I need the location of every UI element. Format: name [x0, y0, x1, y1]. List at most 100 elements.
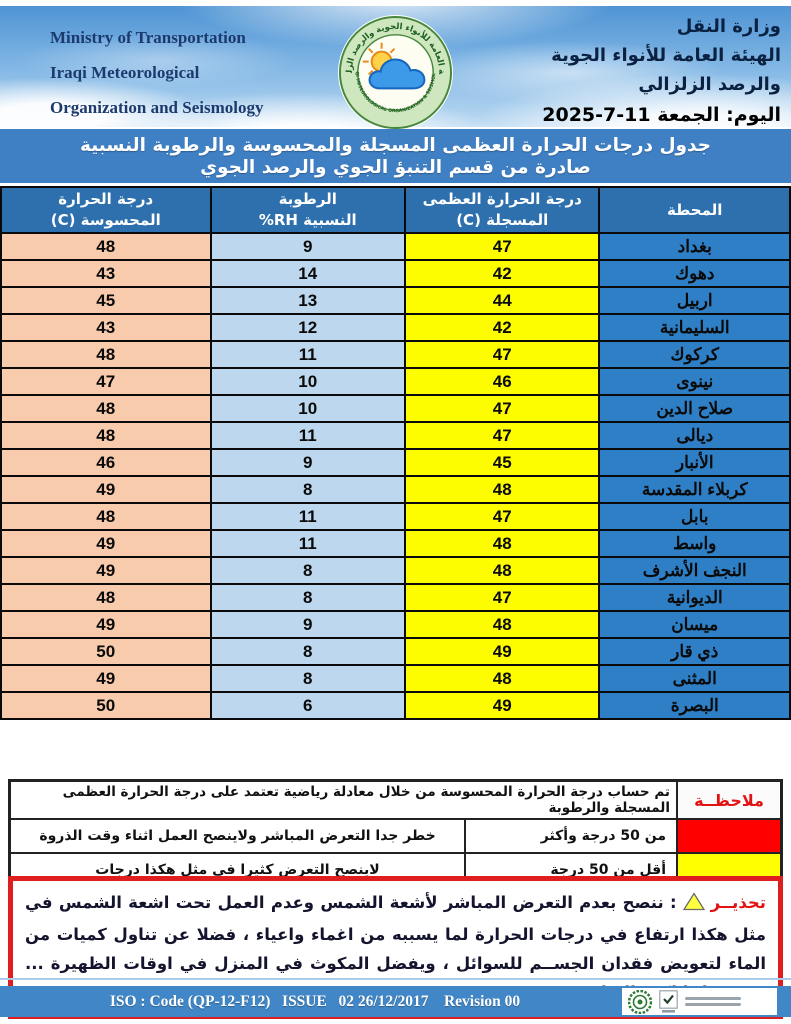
warning-label: تحذيــر — [710, 893, 766, 912]
felt-temp-cell: 45 — [0, 286, 212, 315]
recorded-temp-cell: 47 — [403, 502, 601, 531]
column-header-recorded-temp: درجة الحرارة العظمى المسجلة (C) — [403, 186, 601, 234]
humidity-cell: 13 — [209, 286, 406, 315]
station-cell: الأنبار — [598, 448, 791, 477]
table-row: ميسان 48 9 49 — [0, 610, 791, 639]
humidity-cell: 14 — [209, 259, 406, 288]
felt-temp-cell: 49 — [0, 475, 212, 504]
station-cell: ديالى — [598, 421, 791, 450]
table-row: المثنى 48 8 49 — [0, 664, 791, 693]
ministry-english-title: Ministry of Transportation Iraqi Meteoro… — [50, 20, 263, 125]
humidity-cell: 11 — [209, 529, 406, 558]
recorded-temp-cell: 49 — [403, 637, 601, 666]
humidity-cell: 9 — [209, 610, 406, 639]
humidity-cell: 11 — [209, 421, 406, 450]
felt-temp-cell: 48 — [0, 340, 212, 369]
date-label: اليوم: الجمعة — [657, 104, 781, 126]
report-date: اليوم: الجمعة 2025-7-11 — [538, 101, 781, 130]
felt-temp-cell: 43 — [0, 313, 212, 342]
date-value: 2025-7-11 — [542, 104, 651, 126]
station-cell: بغداد — [598, 232, 791, 261]
table-row: النجف الأشرف 48 8 49 — [0, 556, 791, 585]
certification-logo-badge — [659, 989, 678, 1013]
legend-description: خطر جدا التعرض المباشر ولاينصح العمل اثن… — [10, 819, 465, 853]
station-cell: السليمانية — [598, 313, 791, 342]
recorded-temp-cell: 48 — [403, 610, 601, 639]
warning-text: : ننصح بعدم التعرض المباشر لأشعة الشمس و… — [25, 893, 766, 1002]
certification-logos — [622, 988, 777, 1015]
station-cell: بابل — [598, 502, 791, 531]
station-cell: النجف الأشرف — [598, 556, 791, 585]
temperature-table: المحطة درجة الحرارة العظمى المسجلة (C) ا… — [0, 186, 791, 720]
column-header-station: المحطة — [598, 186, 791, 234]
table-row: واسط 48 11 49 — [0, 529, 791, 558]
felt-temp-cell: 48 — [0, 232, 212, 261]
note-label: ملاحظــة — [677, 781, 781, 819]
arabic-line-3: والرصد الزلزالي — [638, 74, 781, 95]
humidity-cell: 8 — [209, 664, 406, 693]
recorded-temp-cell: 47 — [403, 232, 601, 261]
station-cell: اربيل — [598, 286, 791, 315]
note-text: تم حساب درجة الحرارة المحسوسة من خلال مع… — [10, 781, 677, 819]
recorded-temp-cell: 44 — [403, 286, 601, 315]
recorded-temp-cell: 48 — [403, 664, 601, 693]
recorded-temp-cell: 48 — [403, 475, 601, 504]
table-row: الديوانية 47 8 48 — [0, 583, 791, 612]
column-header-humidity: الرطوبة النسبية RH% — [209, 186, 406, 234]
sky-header-banner: Ministry of Transportation Iraqi Meteoro… — [0, 5, 791, 131]
table-row: دهوك 42 14 43 — [0, 259, 791, 288]
footer-bar: ISO : Code (QP-12-F12) ISSUE 02 26/12/20… — [0, 986, 791, 1017]
felt-temp-cell: 43 — [0, 259, 212, 288]
felt-temp-cell: 50 — [0, 637, 212, 666]
humidity-cell: 10 — [209, 367, 406, 396]
table-row: كربلاء المقدسة 48 8 49 — [0, 475, 791, 504]
felt-temp-cell: 49 — [0, 556, 212, 585]
table-header-row: المحطة درجة الحرارة العظمى المسجلة (C) ا… — [0, 186, 791, 234]
station-cell: البصرة — [598, 691, 791, 720]
english-line-1: Ministry of Transportation — [50, 28, 246, 47]
felt-temp-cell: 49 — [0, 610, 212, 639]
recorded-temp-cell: 47 — [403, 394, 601, 423]
ministry-arabic-title: وزارة النقل الهيئة العامة للأنواء الجوية… — [538, 12, 781, 130]
fine-print-lines — [685, 997, 741, 1006]
iso-code-text: ISO : Code (QP-12-F12) ISSUE 02 26/12/20… — [109, 993, 521, 1010]
recorded-temp-cell: 45 — [403, 448, 601, 477]
station-cell: ذي قار — [598, 637, 791, 666]
humidity-cell: 8 — [209, 556, 406, 585]
station-cell: نينوى — [598, 367, 791, 396]
humidity-cell: 11 — [209, 502, 406, 531]
humidity-cell: 8 — [209, 583, 406, 612]
humidity-cell: 9 — [209, 448, 406, 477]
felt-temp-cell: 48 — [0, 421, 212, 450]
station-cell: المثنى — [598, 664, 791, 693]
table-row: بغداد 47 9 48 — [0, 232, 791, 261]
station-cell: الديوانية — [598, 583, 791, 612]
humidity-cell: 6 — [209, 691, 406, 720]
humidity-cell: 10 — [209, 394, 406, 423]
felt-temp-cell: 48 — [0, 583, 212, 612]
humidity-cell: 8 — [209, 637, 406, 666]
table-row: بابل 47 11 48 — [0, 502, 791, 531]
table-row: السليمانية 42 12 43 — [0, 313, 791, 342]
legend-color-swatch — [677, 819, 781, 853]
recorded-temp-cell: 47 — [403, 583, 601, 612]
table-row: صلاح الدين 47 10 48 — [0, 394, 791, 423]
felt-temp-cell: 49 — [0, 664, 212, 693]
arabic-line-2: الهيئة العامة للأنواء الجوية — [551, 45, 781, 66]
station-cell: ميسان — [598, 610, 791, 639]
report-title-band: جدول درجات الحرارة العظمى المسجلة والمحس… — [0, 129, 791, 183]
english-line-3: Organization and Seismology — [50, 98, 264, 117]
station-cell: دهوك — [598, 259, 791, 288]
english-line-2: Iraqi Meteorological — [50, 63, 200, 82]
table-row: ذي قار 49 8 50 — [0, 637, 791, 666]
footer-divider — [0, 978, 791, 980]
recorded-temp-cell: 47 — [403, 340, 601, 369]
legend-row: من 50 درجة وأكثر خطر جدا التعرض المباشر … — [10, 819, 781, 853]
humidity-cell: 12 — [209, 313, 406, 342]
felt-temp-cell: 48 — [0, 394, 212, 423]
humidity-cell: 8 — [209, 475, 406, 504]
table-row: البصرة 49 6 50 — [0, 691, 791, 720]
agency-logo: الهيئة العامة للأنواء الجوية والرصد الزل… — [332, 5, 455, 132]
recorded-temp-cell: 48 — [403, 556, 601, 585]
